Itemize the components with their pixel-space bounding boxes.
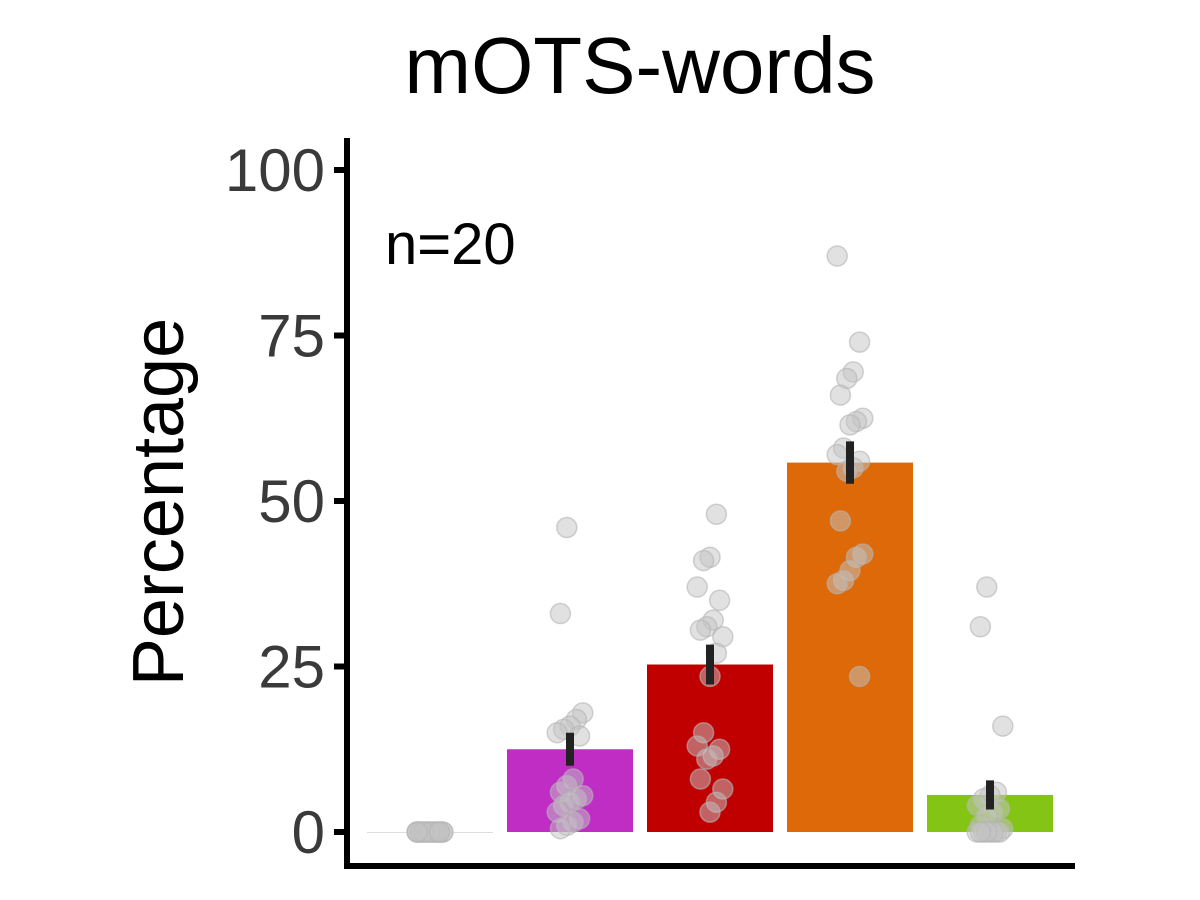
data-point — [696, 748, 718, 770]
data-point — [692, 549, 715, 572]
data-point — [848, 665, 871, 688]
data-point — [826, 573, 848, 595]
data-point — [549, 817, 572, 840]
data-point — [969, 616, 992, 638]
y-tick-label: 75 — [258, 303, 325, 370]
data-point — [829, 510, 852, 532]
data-point — [406, 821, 428, 843]
data-point — [705, 503, 728, 525]
data-point — [826, 245, 848, 267]
data-point — [992, 715, 1014, 737]
data-point — [556, 516, 578, 539]
y-tick-label: 25 — [258, 634, 325, 701]
data-point — [699, 801, 721, 823]
data-point — [546, 721, 568, 744]
data-point — [549, 602, 572, 625]
y-tick-label: 50 — [258, 468, 325, 535]
data-point — [848, 331, 871, 353]
data-point — [708, 589, 731, 612]
data-point — [686, 576, 708, 598]
y-axis-ticks: 0 25 50 75 100 — [225, 137, 347, 866]
data-point — [839, 414, 861, 436]
chart-title: mOTS-words — [404, 21, 875, 110]
data-point — [969, 821, 992, 843]
y-tick-label: 100 — [225, 137, 325, 204]
data-point — [689, 768, 712, 790]
data-point — [976, 576, 998, 598]
y-axis-label: Percentage — [119, 318, 199, 686]
data-point — [689, 619, 712, 641]
data-point — [829, 384, 852, 406]
error-bars — [566, 441, 994, 810]
y-tick-label: 0 — [292, 799, 325, 866]
sample-size-annotation: n=20 — [385, 212, 516, 277]
data-points — [406, 245, 1014, 843]
data-point — [428, 821, 451, 843]
